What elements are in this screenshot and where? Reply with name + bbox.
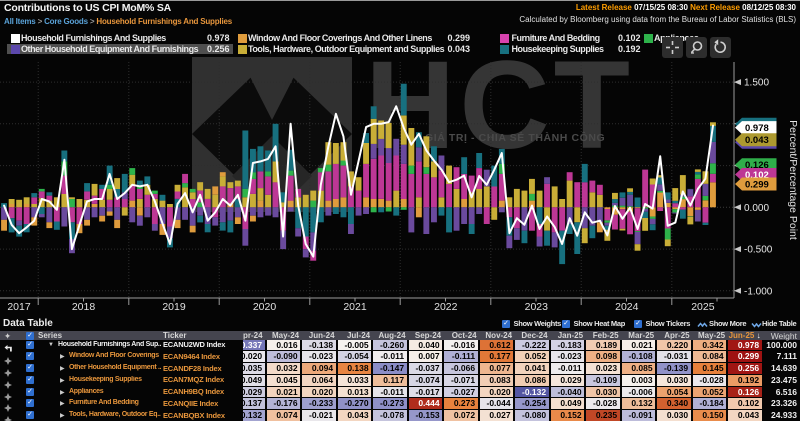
svg-text:0.299: 0.299	[745, 180, 769, 191]
svg-text:0.102: 0.102	[745, 170, 769, 181]
svg-text:2017: 2017	[7, 301, 31, 313]
svg-text:0.043: 0.043	[745, 135, 769, 146]
svg-text:2024: 2024	[615, 301, 639, 313]
svg-text:2025: 2025	[691, 301, 715, 313]
svg-text:2019: 2019	[162, 301, 186, 313]
svg-text:0.978: 0.978	[745, 123, 769, 134]
svg-text:-0.500: -0.500	[744, 245, 773, 256]
svg-text:2018: 2018	[72, 301, 96, 313]
svg-text:0.126: 0.126	[745, 160, 769, 171]
svg-text:GIÁ TRỊ - CHIA SẺ THÀNH CÔNG: GIÁ TRỊ - CHIA SẺ THÀNH CÔNG	[425, 131, 605, 144]
svg-text:2022: 2022	[434, 301, 458, 313]
svg-text:2021: 2021	[343, 301, 367, 313]
svg-text:-1.000: -1.000	[744, 286, 773, 297]
svg-text:0.000: 0.000	[744, 203, 769, 214]
svg-text:Percent/Percentage Point: Percent/Percentage Point	[787, 120, 799, 240]
svg-text:2023: 2023	[525, 301, 549, 313]
svg-text:2020: 2020	[253, 301, 277, 313]
svg-text:1.500: 1.500	[744, 78, 769, 89]
